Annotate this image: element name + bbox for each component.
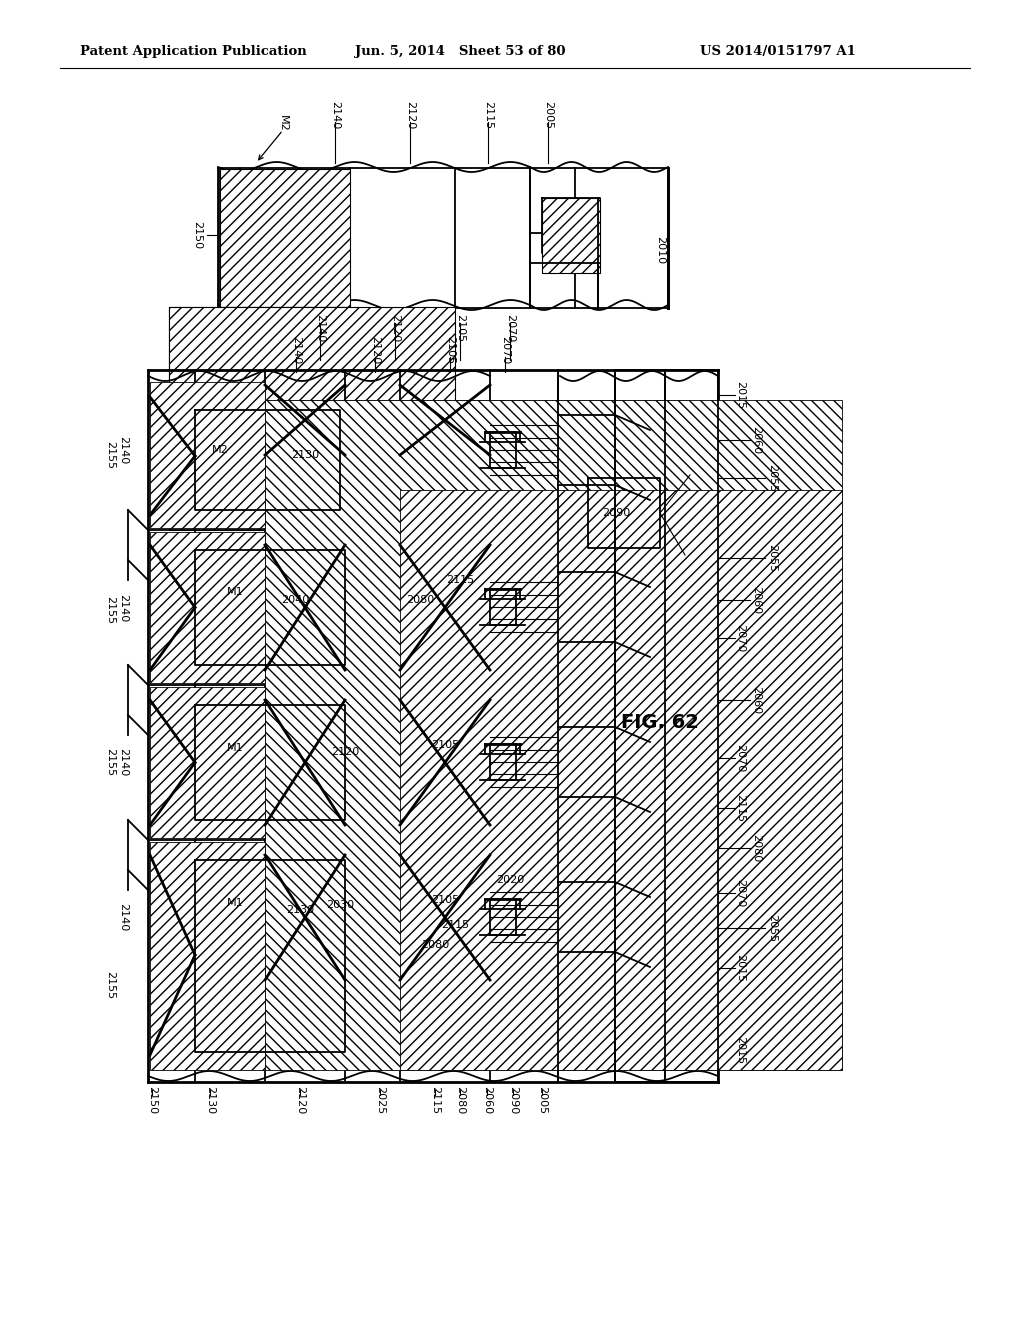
Text: 2150: 2150 bbox=[147, 1086, 157, 1114]
Text: 2130: 2130 bbox=[291, 450, 319, 459]
Text: 2155: 2155 bbox=[105, 441, 115, 469]
Text: 2140: 2140 bbox=[118, 436, 128, 465]
Text: 2115: 2115 bbox=[445, 576, 474, 585]
Text: 2040: 2040 bbox=[281, 595, 309, 605]
Text: M2: M2 bbox=[212, 445, 228, 455]
Text: 2105: 2105 bbox=[431, 895, 459, 906]
Text: 2090: 2090 bbox=[602, 508, 630, 517]
Bar bbox=[150, 686, 265, 838]
Text: 2070: 2070 bbox=[735, 744, 745, 772]
Text: 2140: 2140 bbox=[291, 335, 301, 364]
Text: FIG. 62: FIG. 62 bbox=[622, 713, 699, 731]
Bar bbox=[150, 381, 265, 528]
Text: 2115: 2115 bbox=[735, 793, 745, 822]
Bar bbox=[382, 490, 400, 528]
Text: 2080: 2080 bbox=[406, 595, 434, 605]
Bar bbox=[220, 169, 350, 308]
Bar bbox=[169, 308, 455, 531]
Text: 2005: 2005 bbox=[543, 100, 553, 129]
Text: 2070: 2070 bbox=[735, 624, 745, 652]
Text: 2055: 2055 bbox=[767, 544, 777, 572]
Text: 2105: 2105 bbox=[455, 314, 465, 342]
Text: 2120: 2120 bbox=[295, 1086, 305, 1114]
Text: M1: M1 bbox=[226, 743, 244, 752]
Text: 2140: 2140 bbox=[118, 594, 128, 622]
Bar bbox=[542, 198, 600, 273]
Text: 2070: 2070 bbox=[500, 335, 510, 364]
Text: 2080: 2080 bbox=[751, 834, 761, 862]
Bar bbox=[169, 308, 350, 455]
Text: 2020: 2020 bbox=[496, 875, 524, 884]
Text: 2015: 2015 bbox=[735, 381, 745, 409]
Text: 2060: 2060 bbox=[751, 686, 761, 714]
Bar bbox=[400, 490, 687, 838]
Text: 2120: 2120 bbox=[406, 100, 415, 129]
Text: 2060: 2060 bbox=[751, 426, 761, 454]
Bar bbox=[150, 532, 265, 682]
Text: 2155: 2155 bbox=[105, 748, 115, 776]
Text: 2140: 2140 bbox=[315, 314, 325, 342]
Text: 2155: 2155 bbox=[105, 972, 115, 999]
Text: 2120: 2120 bbox=[331, 747, 359, 756]
Bar bbox=[265, 400, 382, 528]
Text: 2140: 2140 bbox=[118, 903, 128, 931]
Text: Patent Application Publication: Patent Application Publication bbox=[80, 45, 307, 58]
Text: 2115: 2115 bbox=[441, 920, 469, 931]
Text: 2070: 2070 bbox=[735, 879, 745, 907]
Bar bbox=[400, 490, 842, 1071]
Text: 2155: 2155 bbox=[105, 595, 115, 624]
Text: 2015: 2015 bbox=[735, 954, 745, 982]
Text: 2150: 2150 bbox=[193, 220, 202, 249]
Bar bbox=[400, 490, 532, 682]
Text: 2030: 2030 bbox=[326, 900, 354, 909]
Text: US 2014/0151797 A1: US 2014/0151797 A1 bbox=[700, 45, 856, 58]
Text: 2055: 2055 bbox=[767, 913, 777, 942]
Text: 2140: 2140 bbox=[330, 100, 340, 129]
Text: M1: M1 bbox=[226, 898, 244, 908]
Text: 2130: 2130 bbox=[286, 906, 314, 915]
Text: 2060: 2060 bbox=[751, 586, 761, 614]
Bar bbox=[265, 400, 532, 682]
Bar bbox=[150, 842, 265, 1071]
Text: 2120: 2120 bbox=[370, 335, 380, 364]
Text: 2080: 2080 bbox=[421, 940, 450, 950]
Text: 2090: 2090 bbox=[508, 1086, 518, 1114]
Bar bbox=[265, 400, 687, 838]
Text: 2025: 2025 bbox=[375, 1086, 385, 1114]
Text: 2055: 2055 bbox=[767, 463, 777, 492]
Text: 2115: 2115 bbox=[483, 100, 493, 129]
Text: 2005: 2005 bbox=[537, 1086, 547, 1114]
Text: 2015: 2015 bbox=[735, 1036, 745, 1064]
Text: M2: M2 bbox=[278, 115, 288, 132]
Text: 2130: 2130 bbox=[205, 1086, 215, 1114]
Text: 2140: 2140 bbox=[118, 748, 128, 776]
Bar bbox=[265, 400, 842, 1071]
Text: 2070: 2070 bbox=[505, 314, 515, 342]
Text: 2105: 2105 bbox=[431, 741, 459, 750]
Text: 2105: 2105 bbox=[445, 335, 455, 364]
Text: 2060: 2060 bbox=[482, 1086, 492, 1114]
Text: 2120: 2120 bbox=[390, 314, 400, 342]
Text: Jun. 5, 2014   Sheet 53 of 80: Jun. 5, 2014 Sheet 53 of 80 bbox=[355, 45, 565, 58]
Text: 2115: 2115 bbox=[430, 1086, 440, 1114]
Text: M1: M1 bbox=[226, 587, 244, 597]
Text: 2010: 2010 bbox=[655, 236, 665, 264]
Text: 2080: 2080 bbox=[455, 1086, 465, 1114]
